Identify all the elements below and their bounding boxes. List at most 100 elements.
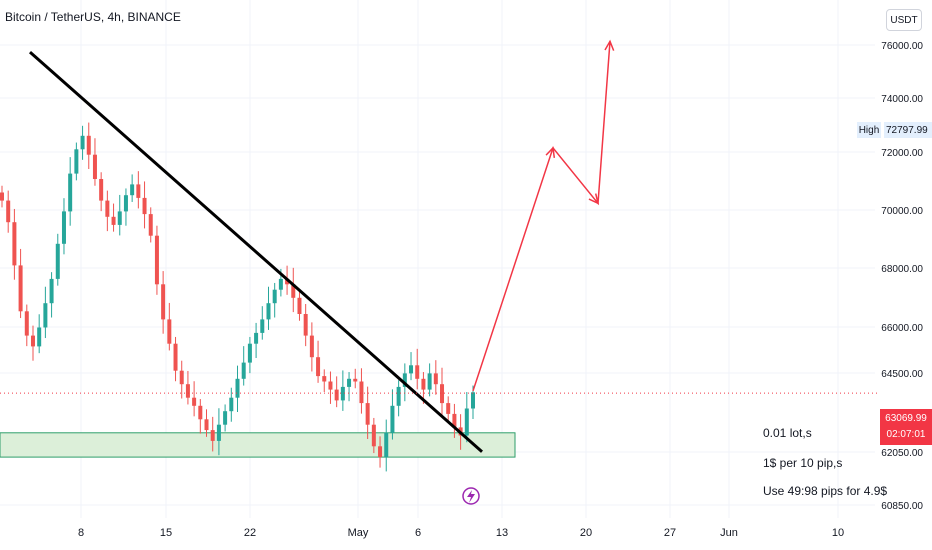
- candle-body: [18, 265, 23, 312]
- candle-body: [440, 384, 445, 404]
- chart-title: Bitcoin / TetherUS, 4h, BINANCE: [5, 10, 181, 24]
- candle-body: [371, 424, 376, 447]
- candle-body: [235, 378, 240, 398]
- candle-body: [322, 376, 327, 382]
- candle-body: [223, 411, 228, 425]
- x-tick-label: 8: [78, 527, 84, 539]
- candle-body: [421, 378, 426, 390]
- candle-body: [378, 446, 383, 458]
- candle-body: [340, 386, 345, 401]
- candle-body: [316, 357, 321, 377]
- candle-body: [123, 195, 128, 212]
- candle-body: [309, 335, 314, 358]
- projection-path: [472, 39, 615, 392]
- candle-body: [55, 243, 60, 279]
- y-tick-label: 72000.00: [881, 148, 923, 159]
- candle-body: [427, 373, 432, 390]
- bar-countdown: 02:07:01: [886, 429, 926, 440]
- candle-body: [43, 303, 48, 328]
- candle-body: [0, 192, 4, 201]
- y-axis: 76000.00 74000.00 72000.00 70000.00 68000.00…: [881, 41, 923, 512]
- y-tick-label: 60850.00: [881, 501, 923, 512]
- candle-body: [464, 408, 469, 436]
- x-tick-label: 6: [415, 527, 421, 539]
- currency-button[interactable]: USDT: [886, 9, 922, 31]
- candle-body: [80, 135, 85, 150]
- x-axis: 8 15 22 May 6 13 20 27 Jun 10: [78, 527, 844, 539]
- candle-body: [402, 373, 407, 387]
- candle-body: [359, 381, 364, 404]
- high-value: 72797.99: [884, 122, 932, 138]
- candle-body: [347, 378, 352, 387]
- candle-body: [446, 403, 451, 414]
- candle-body: [390, 405, 395, 433]
- candle-body: [49, 278, 54, 304]
- candle-body: [328, 381, 333, 390]
- candle-body: [30, 335, 35, 347]
- candle-body: [409, 365, 414, 374]
- y-tick-label: 70000.00: [881, 206, 923, 217]
- support-zone-rect: [0, 432, 516, 458]
- candle-body: [192, 397, 197, 406]
- annotation-lot: 0.01 lot,s: [763, 426, 812, 440]
- annotation-pips: Use 49:98 pips for 4.9$: [763, 484, 888, 498]
- candle-body: [161, 284, 166, 320]
- candle-body: [229, 397, 234, 412]
- candle-body: [433, 373, 438, 385]
- candle-body: [61, 211, 66, 244]
- annotation-pip-value: 1$ per 10 pip,s: [763, 456, 843, 470]
- candle-body: [142, 197, 147, 215]
- candle-body: [6, 200, 11, 223]
- y-tick-label: 76000.00: [881, 41, 923, 52]
- candle-body: [148, 214, 153, 236]
- candle-body: [247, 343, 252, 363]
- candle-body: [86, 135, 91, 155]
- candle-body: [136, 184, 141, 198]
- candle-body: [105, 200, 110, 217]
- candle-body: [37, 327, 42, 347]
- trendline: [29, 50, 483, 453]
- candle-body: [111, 216, 116, 225]
- candle-body: [167, 319, 172, 344]
- candle-body: [173, 343, 178, 371]
- y-tick-label: 64500.00: [881, 369, 923, 380]
- candle-body: [154, 235, 159, 285]
- candle-body: [334, 389, 339, 401]
- candle-body: [260, 319, 265, 333]
- x-tick-label: 27: [664, 527, 676, 539]
- last-price-tag: 63069.99 02:07:01: [880, 409, 932, 445]
- candle-body: [278, 278, 283, 290]
- candle-body: [353, 378, 358, 382]
- candle-body: [185, 384, 190, 398]
- candle-body: [179, 370, 184, 385]
- trendline-segment: [29, 50, 483, 453]
- arrow-head: [588, 193, 600, 205]
- candle-body: [303, 314, 308, 336]
- arrow-head: [604, 39, 615, 51]
- candle-body: [12, 222, 17, 266]
- candle-body: [74, 149, 79, 174]
- lightning-icon[interactable]: [462, 487, 480, 505]
- candle-body: [24, 311, 29, 336]
- x-tick-label: May: [348, 527, 369, 539]
- lightning-icon-bolt: [467, 490, 475, 503]
- y-tick-label: 62050.00: [881, 448, 923, 459]
- x-tick-label: 15: [160, 527, 172, 539]
- high-label: High: [857, 122, 881, 138]
- candlestick-series: [0, 122, 475, 472]
- projection-line: [472, 41, 611, 392]
- candle-body: [272, 289, 277, 304]
- candle-body: [198, 405, 203, 420]
- candle-body: [384, 432, 389, 458]
- y-tick-label: 68000.00: [881, 264, 923, 275]
- candle-body: [210, 430, 215, 441]
- candle-body: [297, 297, 302, 314]
- candle-body: [365, 403, 370, 425]
- y-tick-label: 66000.00: [881, 323, 923, 334]
- candle-body: [241, 362, 246, 379]
- candle-body: [254, 332, 259, 344]
- candle-body: [471, 392, 475, 409]
- candle-body: [396, 386, 401, 406]
- x-tick-label: 20: [580, 527, 592, 539]
